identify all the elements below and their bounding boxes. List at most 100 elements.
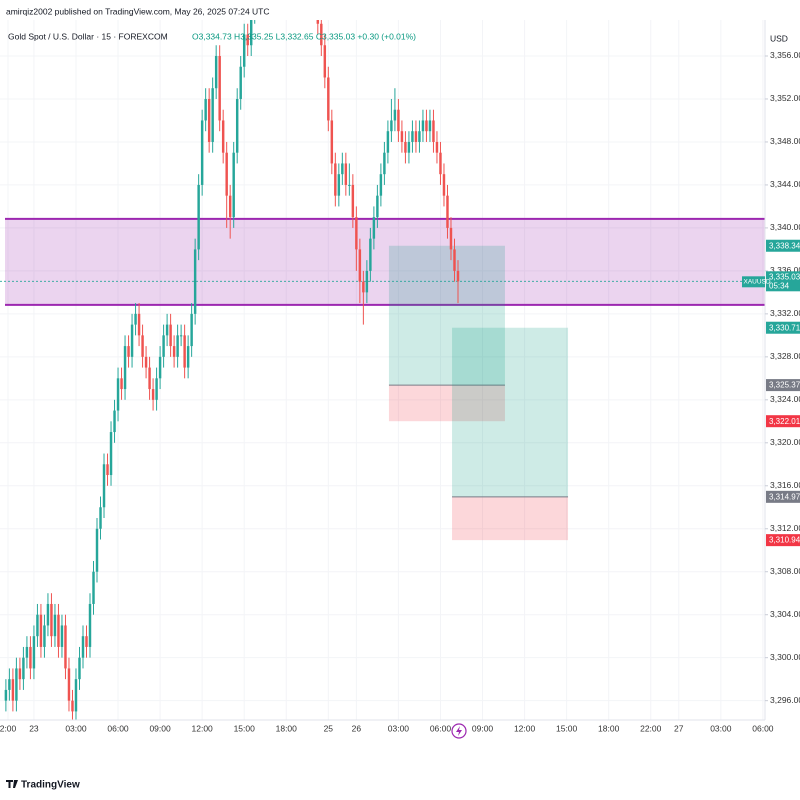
x-tick-label: 27 (674, 723, 684, 733)
candle-body (197, 184, 200, 250)
candle-body (78, 657, 81, 680)
x-tick-label: 25 (324, 723, 334, 733)
price-tag (766, 239, 800, 252)
loss-area (452, 496, 569, 541)
x-tick-label: 06:00 (752, 723, 774, 733)
price-tag-label: 3,310.94 (769, 536, 800, 545)
candle-body (67, 668, 71, 701)
candle-body (369, 238, 372, 271)
y-tick-label: 3,300.00 (770, 652, 800, 662)
candle-body (155, 378, 158, 400)
candle-body (242, 34, 246, 67)
candle-body (351, 184, 355, 218)
price-tag-label: 3,330.71 (769, 323, 800, 332)
candle-body (162, 335, 165, 357)
candle-body (239, 66, 242, 99)
candle-body (428, 120, 432, 132)
candle-body (323, 45, 327, 78)
candle-body (365, 270, 369, 293)
candle-body (179, 335, 183, 337)
candle-body (235, 98, 239, 153)
candle-body (246, 34, 249, 46)
candle-body (337, 174, 341, 196)
x-tick-label: 18:00 (598, 723, 620, 733)
x-tick-label: 15:00 (556, 723, 578, 733)
candle-body (85, 636, 88, 647)
candle-body (134, 313, 137, 325)
candle-body (81, 636, 85, 658)
y-tick-label: 3,344.00 (770, 179, 800, 189)
candle-body (421, 120, 425, 132)
symbol-label: XAUUSD (744, 279, 771, 286)
candle-body (316, 20, 320, 24)
price-tag (766, 490, 800, 503)
current-price-tag (766, 271, 800, 292)
price-tag-label: 3,314.97 (769, 492, 800, 501)
candle-body (214, 55, 218, 89)
candle-body (64, 625, 67, 669)
candle-body (449, 227, 453, 250)
x-tick-label: 2:00 (0, 723, 17, 733)
candle-body (32, 636, 36, 669)
x-tick-label: 23 (29, 723, 39, 733)
currency: USD (770, 33, 788, 43)
candle-body (186, 346, 190, 368)
candle-body (334, 163, 337, 196)
candle-body (169, 324, 172, 347)
candle-body (74, 679, 78, 712)
candle-body (141, 335, 144, 357)
candle-body (211, 88, 214, 142)
published-line: amirqiz2002 published on TradingView.com… (6, 6, 270, 16)
x-tick-label: 09:00 (149, 723, 171, 733)
candle-body (376, 195, 379, 218)
countdown-label: 05:34 (769, 281, 790, 290)
y-tick-label: 3,352.00 (770, 93, 800, 103)
candle-body (8, 679, 11, 690)
candle-body (418, 131, 421, 142)
candle-body (362, 281, 365, 293)
price-tag (766, 379, 800, 392)
candle-body (348, 184, 351, 186)
candle-body (4, 689, 8, 701)
candle-body (249, 20, 253, 46)
loss-area (388, 385, 505, 422)
candle-body (190, 313, 193, 347)
candle-body (204, 98, 207, 121)
candle-body (207, 98, 211, 142)
y-tick-label: 3,356.00 (770, 50, 800, 60)
x-tick-label: 12:00 (192, 723, 214, 733)
candle-body (144, 356, 148, 368)
y-tick-label: 3,328.00 (770, 351, 800, 361)
candle-body (425, 120, 428, 132)
candle-body (435, 141, 439, 153)
symbol-tag (742, 276, 765, 288)
candle-body (228, 195, 232, 218)
candle-body (148, 367, 151, 390)
candle-body (123, 346, 127, 390)
candle-body (344, 163, 348, 185)
candle-body (53, 614, 57, 637)
y-tick-label: 3,340.00 (770, 222, 800, 232)
y-tick-label: 3,320.00 (770, 437, 800, 447)
candle-body (225, 152, 228, 196)
candle-body (442, 174, 446, 196)
candle-body (39, 614, 43, 647)
x-tick-label: 03:00 (65, 723, 87, 733)
candle-body (330, 120, 334, 164)
candle-body (407, 141, 411, 153)
candle-body (439, 152, 442, 175)
candle-body (88, 603, 92, 647)
candle-body (102, 464, 106, 508)
x-tick-label: 03:00 (710, 723, 732, 733)
candle-body (120, 378, 123, 390)
candle-body (137, 313, 141, 336)
x-tick-label: 09:00 (472, 723, 494, 733)
candle-body (193, 249, 197, 314)
candle-body (432, 120, 435, 142)
candle-body (393, 109, 397, 121)
candle-body (400, 131, 404, 142)
y-tick-label: 3,316.00 (770, 480, 800, 490)
candle-body (386, 131, 390, 153)
candle-body (25, 646, 29, 658)
x-tick-label: 03:00 (388, 723, 410, 733)
